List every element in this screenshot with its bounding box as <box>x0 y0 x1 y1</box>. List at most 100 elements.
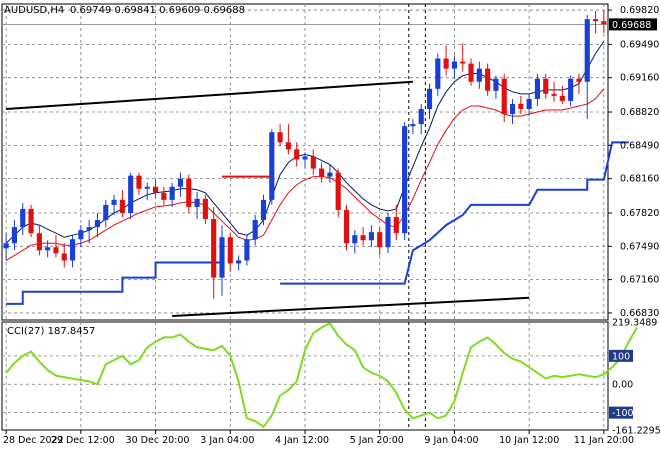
cci-layer <box>2 321 638 429</box>
cci-tick-label: -161.2295 <box>612 426 660 437</box>
candle-body <box>53 247 59 254</box>
ohlc-readout: 0.69749 0.69841 0.69609 0.69688 <box>70 5 245 16</box>
candle-body <box>534 78 541 99</box>
candle-body <box>451 61 457 69</box>
candle-body <box>435 58 441 89</box>
candle-body <box>509 103 516 115</box>
trailing-stop-line <box>6 261 222 305</box>
candle-body <box>402 126 408 234</box>
candle-body <box>543 78 549 94</box>
cci-line <box>5 321 638 429</box>
candle-body <box>493 78 499 91</box>
time-tick-label: 30 Dec 20:00 <box>126 435 190 446</box>
cci-title: CCI(27) 187.8457 <box>7 326 95 337</box>
candle-body <box>61 253 67 261</box>
candle-body <box>260 199 267 221</box>
candle-body <box>468 63 474 82</box>
candle-body <box>45 247 51 251</box>
channel-trendline <box>172 296 530 317</box>
candle-body <box>136 175 142 189</box>
candle-body <box>343 209 350 244</box>
candle-body <box>227 237 233 264</box>
candle-body <box>592 19 599 22</box>
symbol-title: AUDUSD,H4 <box>4 5 64 16</box>
time-tick-label: 9 Jan 04:00 <box>424 435 478 446</box>
candle-body <box>285 142 291 150</box>
candle-body <box>518 103 524 109</box>
candle-body <box>277 132 283 143</box>
candle-body <box>360 235 366 241</box>
main-layer <box>2 10 629 317</box>
candle-body <box>36 233 42 251</box>
candle-body <box>410 124 416 127</box>
candle-body <box>194 198 200 207</box>
candle-body <box>69 239 76 261</box>
cci-tick-label: 100 <box>612 351 630 362</box>
candle-body <box>319 168 325 177</box>
price-tick-label: 0.67820 <box>620 208 659 219</box>
candle-body <box>327 172 333 177</box>
price-tick-label: 0.66830 <box>620 308 659 319</box>
candle-body <box>219 237 225 278</box>
candle-body <box>476 68 482 82</box>
candle-body <box>20 208 26 228</box>
candle-body <box>418 108 424 125</box>
candle-body <box>302 156 308 160</box>
axis-layer: 0.69820 0.69490 0.69160 0.68820 0.68490 0.681… <box>3 5 660 446</box>
candle-body <box>252 220 258 240</box>
cci-level-box <box>609 406 633 419</box>
grid-layer <box>1 3 609 431</box>
candle-body <box>202 198 208 220</box>
candle-body <box>559 95 565 101</box>
price-tick-label: 0.67160 <box>620 275 659 286</box>
time-tick-label: 28 Dec 2022 <box>3 435 64 446</box>
candle-body <box>426 88 433 109</box>
time-tick-label: 5 Jan 20:00 <box>350 435 404 446</box>
candle-body <box>269 132 275 200</box>
candle-body <box>526 98 532 109</box>
candle-body <box>3 243 9 249</box>
time-tick-label: 10 Jan 12:00 <box>499 435 559 446</box>
price-tick-label: 0.67490 <box>620 241 659 252</box>
candle-body <box>568 78 574 101</box>
candle-body <box>294 149 300 160</box>
candle-body <box>584 19 590 82</box>
candle-body <box>86 227 92 231</box>
price-tick-label: 0.68160 <box>620 174 659 185</box>
time-tick-label: 4 Jan 12:00 <box>275 435 329 446</box>
candle-body <box>335 172 341 210</box>
candle-body <box>144 186 150 189</box>
candle-body <box>244 239 250 261</box>
trailing-stop-line <box>280 141 629 285</box>
candle-body <box>393 217 399 234</box>
price-tick-label: 0.69820 <box>620 5 659 16</box>
candle-body <box>119 199 125 213</box>
candle-body <box>28 208 34 234</box>
candle-body <box>169 186 175 200</box>
time-tick-label: 29 Dec 12:00 <box>51 435 115 446</box>
candle-body <box>161 192 167 200</box>
cci-tick-label: -100 <box>612 408 634 419</box>
candle-body <box>601 21 607 25</box>
candle-body <box>551 93 557 96</box>
candle-body <box>576 78 582 82</box>
candle-body <box>236 260 242 264</box>
cci-level-box <box>609 349 633 362</box>
candle-body <box>103 204 109 221</box>
candle-body <box>377 232 383 248</box>
candle-body <box>460 61 466 64</box>
candle-body <box>485 68 491 91</box>
channel-trendline <box>6 80 413 110</box>
price-tick-label: 0.69160 <box>620 73 659 84</box>
candle-body <box>11 227 18 244</box>
candle-body <box>211 219 217 278</box>
candle-body <box>111 199 117 205</box>
time-tick-label: 11 Jan 20:00 <box>574 435 634 446</box>
candle-body <box>310 156 316 169</box>
cci-tick-label: 0.00 <box>612 380 633 391</box>
price-tick-label: 0.68490 <box>620 140 659 151</box>
time-tick-label: 3 Jan 04:00 <box>200 435 254 446</box>
